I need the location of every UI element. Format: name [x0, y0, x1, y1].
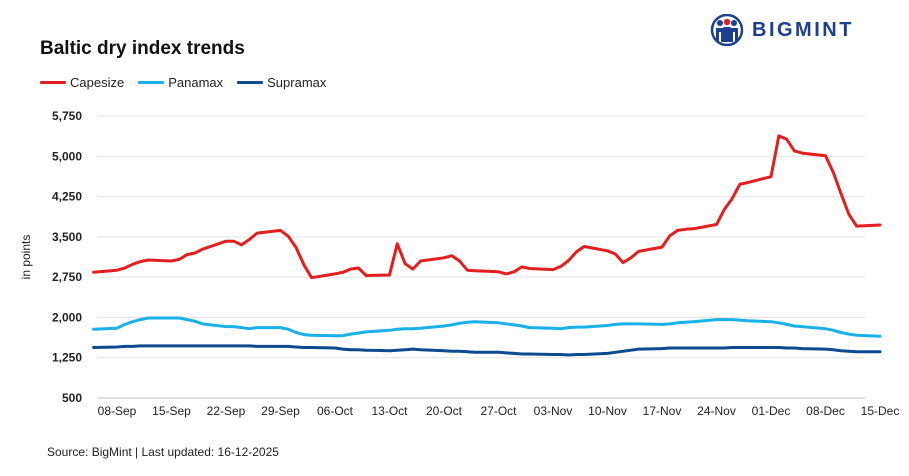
y-tick-label: 4,250: [52, 190, 82, 204]
x-tick-label: 01-Dec: [752, 404, 791, 418]
bigmint-logo-icon: [710, 14, 744, 46]
legend-swatch: [40, 81, 66, 84]
legend-label: Supramax: [267, 75, 327, 90]
source-note: Source: BigMint | Last updated: 16-12-20…: [47, 445, 279, 459]
chart-title: Baltic dry index trends: [40, 38, 245, 59]
chart-legend: Capesize Panamax Supramax: [40, 75, 326, 90]
x-tick-label: 15-Dec: [861, 404, 900, 418]
legend-swatch: [237, 81, 264, 84]
legend-swatch: [138, 81, 165, 84]
y-axis-label: in points: [19, 235, 33, 280]
y-tick-label: 5,000: [52, 149, 82, 163]
x-tick-label: 22-Sep: [207, 404, 246, 418]
legend-item-supramax: Supramax: [237, 75, 326, 90]
legend-label: Capesize: [70, 75, 125, 90]
x-tick-label: 10-Nov: [588, 404, 627, 418]
brand-name: BIGMINT: [752, 18, 854, 41]
series-line-supramax: [92, 344, 882, 357]
y-tick-label: 500: [62, 391, 82, 405]
x-tick-label: 20-Oct: [426, 404, 463, 418]
legend-item-panamax: Panamax: [138, 75, 223, 90]
x-tick-label: 13-Oct: [371, 404, 408, 418]
y-tick-label: 2,750: [52, 270, 82, 284]
y-tick-label: 5,750: [52, 109, 82, 123]
brand-logo: BIGMINT: [708, 14, 854, 46]
y-tick-label: 2,000: [52, 310, 82, 324]
x-tick-label: 17-Nov: [643, 404, 682, 418]
x-tick-label: 06-Oct: [317, 404, 354, 418]
x-tick-label: 15-Sep: [152, 404, 191, 418]
x-tick-label: 08-Sep: [98, 404, 137, 418]
series-line-panamax: [92, 316, 882, 338]
x-tick-label: 08-Dec: [806, 404, 845, 418]
series-line-capesize: [92, 134, 882, 280]
y-tick-label: 3,500: [52, 230, 82, 244]
x-tick-label: 03-Nov: [534, 404, 573, 418]
x-tick-label: 29-Sep: [261, 404, 300, 418]
y-tick-label: 1,250: [52, 351, 82, 365]
x-tick-label: 27-Oct: [480, 404, 517, 418]
x-tick-label: 24-Nov: [697, 404, 736, 418]
legend-item-capesize: Capesize: [40, 75, 124, 90]
legend-label: Panamax: [168, 75, 224, 90]
